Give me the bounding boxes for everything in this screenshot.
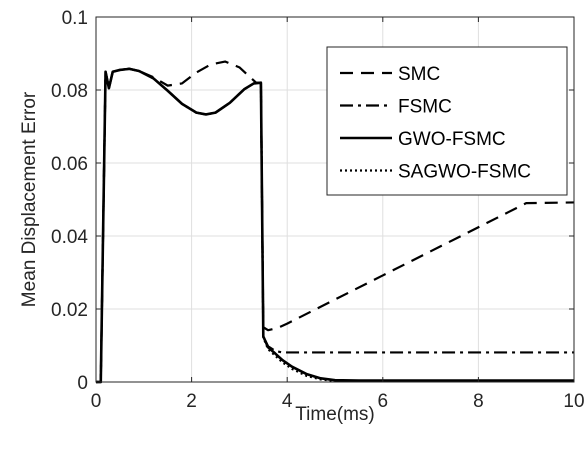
x-tick-label: 4	[282, 391, 293, 412]
legend-label-gwo-fsmc: GWO-FSMC	[398, 129, 506, 150]
series-line-smc	[96, 60, 575, 384]
y-tick-label: 0	[77, 373, 88, 394]
legend-label-smc: SMC	[398, 64, 440, 85]
plot-frame	[95, 16, 575, 383]
x-tick-label: 2	[186, 391, 197, 412]
y-tick-label: 0.08	[51, 81, 88, 102]
y-tick-label: 0.1	[62, 8, 88, 29]
y-tick-label: 0.06	[51, 154, 88, 175]
series-line-fsmc	[96, 67, 574, 384]
x-tick-label: 10	[563, 391, 584, 412]
legend-label-sagwo-fsmc: SAGWO-FSMC	[398, 162, 531, 183]
y-tick-label: 0.04	[51, 227, 88, 248]
y-axis-label: Mean Displacement Error	[19, 91, 40, 307]
legend: SMC FSMC GWO-FSMC SAGWO-FSMC	[326, 46, 568, 196]
axis-ticks: 0 2 4 6 8 10 0 0.02 0.04 0.06 0.08 0.1	[51, 8, 585, 412]
x-tick-label: 8	[473, 391, 484, 412]
y-tick-label: 0.02	[51, 300, 88, 321]
series-lines	[96, 60, 575, 384]
x-tick-label: 6	[378, 391, 389, 412]
legend-label-fsmc: FSMC	[398, 97, 452, 118]
x-tick-label: 0	[91, 391, 102, 412]
x-axis-label: Time(ms)	[295, 404, 375, 425]
